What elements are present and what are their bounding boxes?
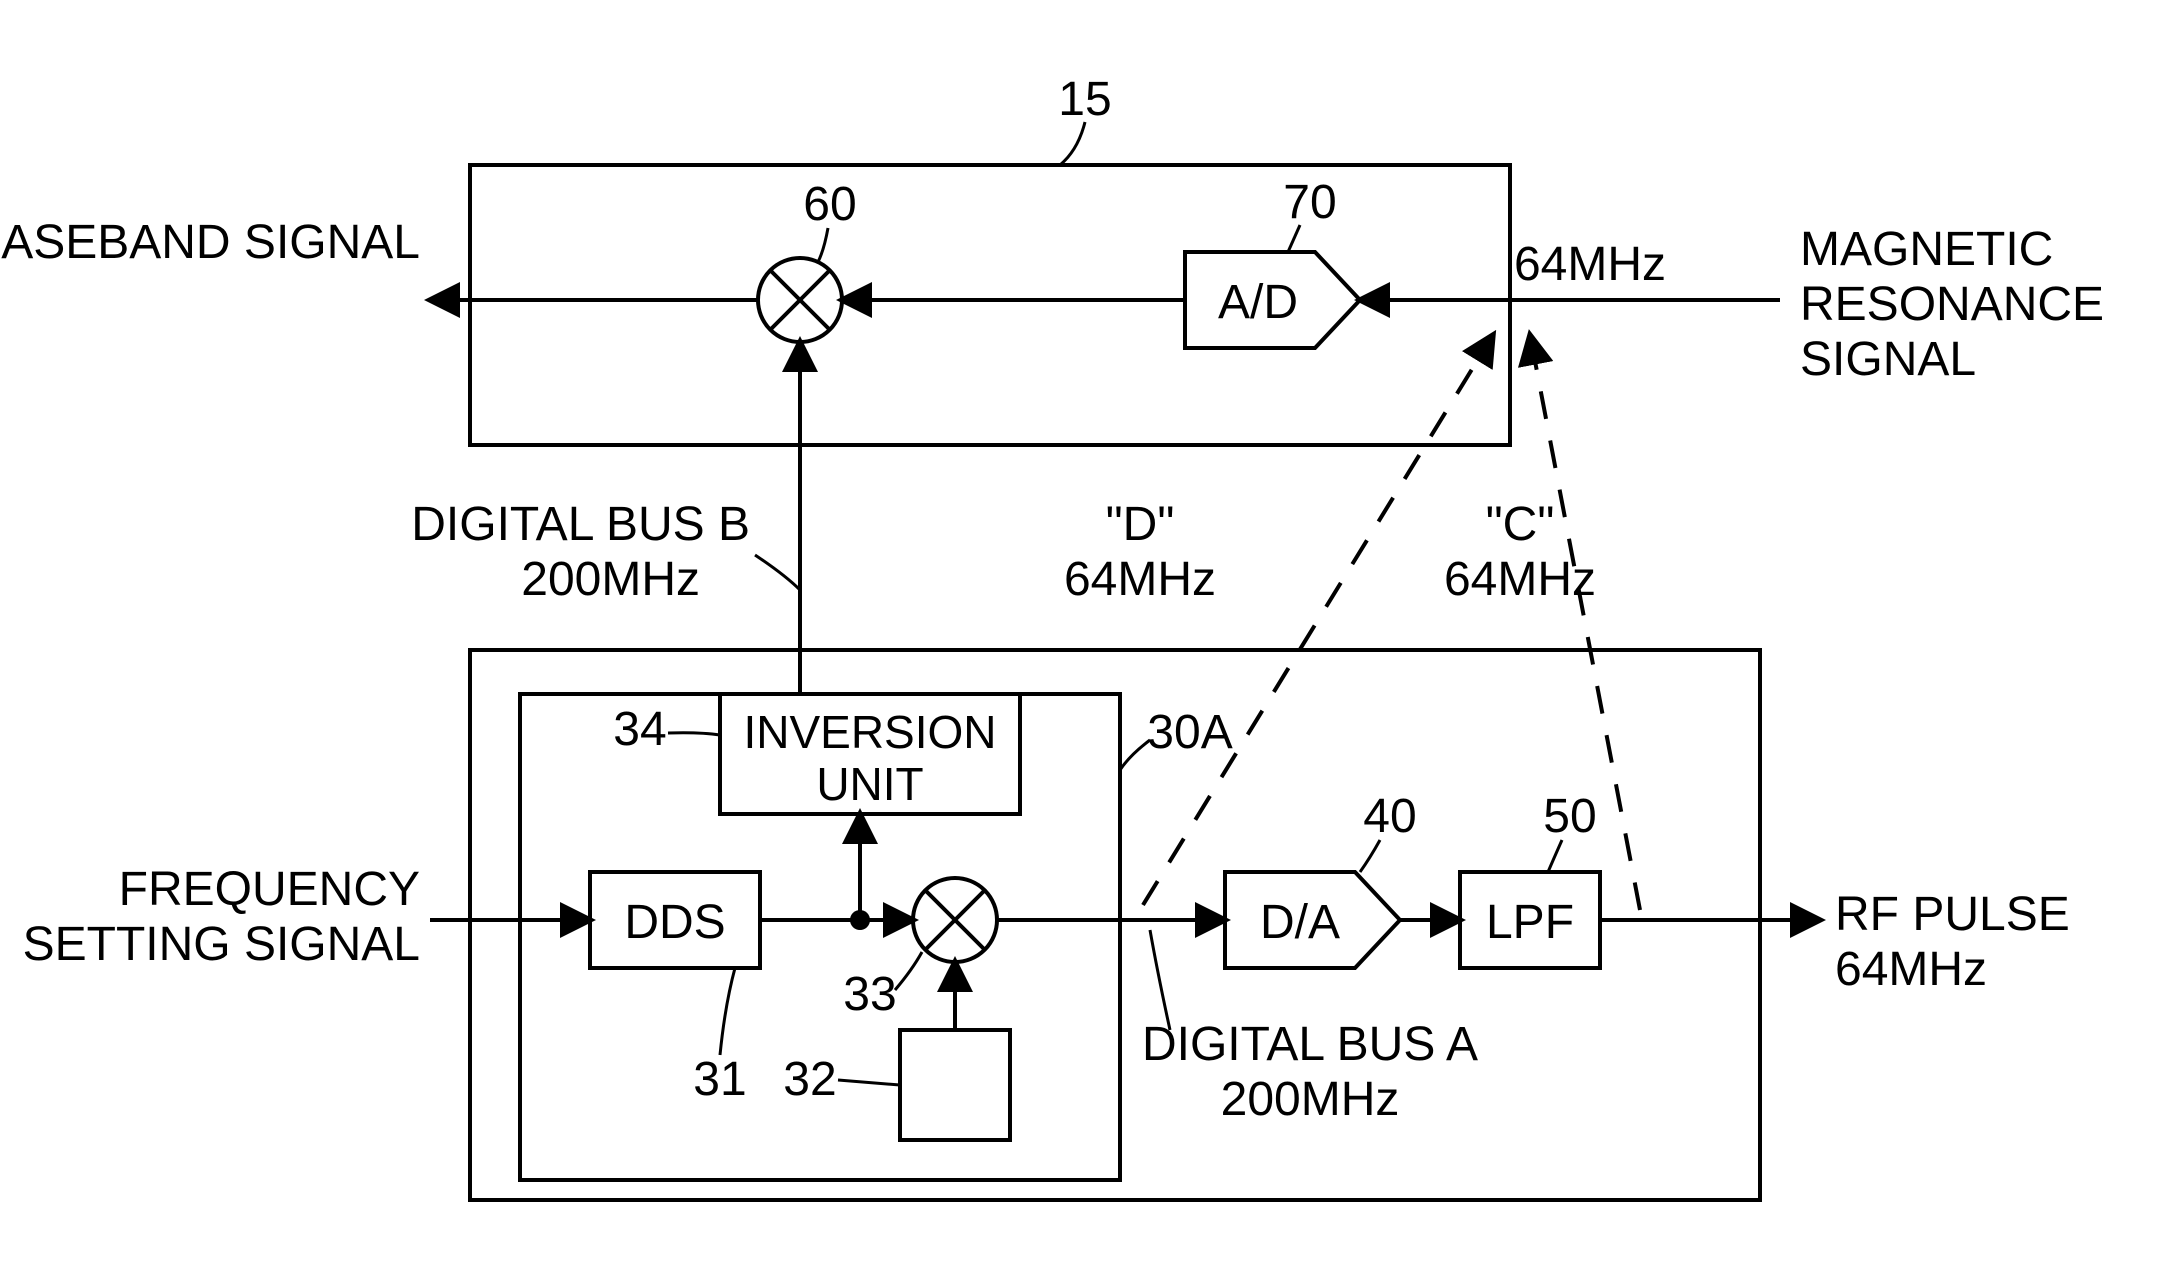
leader-40 (1360, 840, 1380, 872)
leader-bus-b (755, 555, 800, 590)
ad-converter-70: A/D (1185, 252, 1360, 348)
leader-70 (1288, 225, 1300, 252)
leader-15 (1060, 122, 1085, 165)
ref-70: 70 (1283, 176, 1336, 229)
ref-34: 34 (613, 703, 666, 756)
ref-30a: 30A (1147, 706, 1232, 759)
mixer-60 (758, 258, 842, 342)
label-mr-2: RESONANCE (1800, 278, 2104, 331)
svg-text:DIGITAL BUS B: DIGITAL BUS B (411, 498, 750, 551)
mixer-33 (913, 878, 997, 962)
ref-32: 32 (783, 1053, 836, 1106)
label-mr-3: SIGNAL (1800, 333, 1976, 386)
svg-text:200MHz: 200MHz (521, 553, 700, 606)
ref-60: 60 (803, 178, 856, 231)
da-converter-40: D/A (1225, 872, 1400, 968)
leader-32 (838, 1080, 900, 1085)
ref-31: 31 (693, 1053, 746, 1106)
svg-text:"D": "D" (1106, 498, 1175, 551)
leader-34 (668, 733, 720, 735)
svg-text:LPF: LPF (1486, 896, 1574, 949)
freq-64-top: 64MHz (1514, 238, 1666, 291)
svg-text:64MHz: 64MHz (1064, 553, 1216, 606)
label-d-tag: "D" 64MHz (1064, 498, 1216, 606)
label-baseband: BASEBAND SIGNAL (0, 216, 420, 269)
svg-text:D/A: D/A (1260, 896, 1340, 949)
block-32 (900, 1030, 1010, 1140)
ref-40: 40 (1363, 790, 1416, 843)
leader-50 (1548, 840, 1562, 872)
label-mr-1: MAGNETIC (1800, 223, 2053, 276)
svg-text:"C": "C" (1486, 498, 1555, 551)
ad-label: A/D (1218, 276, 1298, 329)
svg-text:UNIT: UNIT (816, 758, 923, 810)
inversion-unit-34: INVERSION UNIT (720, 694, 1020, 814)
svg-text:INVERSION: INVERSION (743, 706, 996, 758)
leader-60 (818, 228, 828, 262)
label-freq-2: SETTING SIGNAL (23, 918, 420, 971)
dds-31: DDS (590, 872, 760, 968)
leader-33 (895, 952, 922, 990)
leader-31 (720, 968, 735, 1055)
svg-text:200MHz: 200MHz (1221, 1073, 1400, 1126)
leader-30a (1120, 740, 1150, 770)
dash-path-d (1143, 335, 1493, 905)
label-digital-bus-b: DIGITAL BUS B 200MHz (411, 498, 750, 606)
svg-text:DDS: DDS (624, 896, 725, 949)
leader-bus-a (1150, 930, 1170, 1030)
ref-50: 50 (1543, 790, 1596, 843)
ref-15: 15 (1058, 73, 1111, 126)
label-digital-bus-a: DIGITAL BUS A 200MHz (1142, 1018, 1478, 1126)
svg-text:DIGITAL BUS A: DIGITAL BUS A (1142, 1018, 1478, 1071)
lpf-50: LPF (1460, 872, 1600, 968)
label-rf-64: 64MHz (1835, 943, 1987, 996)
label-freq-1: FREQUENCY (119, 863, 420, 916)
label-rf-pulse: RF PULSE (1835, 888, 2070, 941)
ref-33: 33 (843, 968, 896, 1021)
